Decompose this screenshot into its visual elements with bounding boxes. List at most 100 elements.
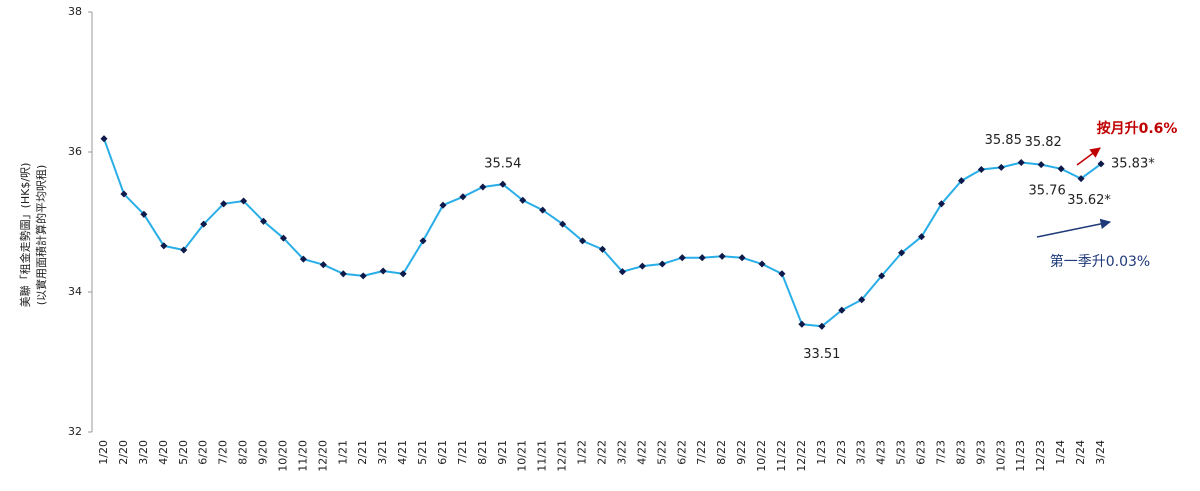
- x-tick-group: 5/20: [177, 440, 190, 465]
- marker: [758, 260, 766, 268]
- x-tick-group: 2/23: [835, 440, 848, 465]
- x-tick-label: 2/20: [117, 440, 130, 465]
- x-tick-group: 7/22: [695, 440, 708, 465]
- x-tick-group: 3/22: [615, 440, 628, 465]
- x-tick-group: 8/22: [715, 440, 728, 465]
- x-tick-label: 11/20: [296, 440, 309, 472]
- x-tick-label: 7/22: [695, 440, 708, 465]
- x-tick-label: 5/20: [177, 440, 190, 465]
- x-tick-label: 12/23: [1034, 440, 1047, 472]
- data-label: 33.51: [803, 347, 840, 362]
- x-tick-label: 2/24: [1074, 440, 1087, 465]
- marker: [299, 255, 307, 263]
- x-tick-label: 9/23: [974, 440, 987, 465]
- x-tick-group: 3/20: [137, 440, 150, 465]
- x-tick-label: 2/21: [356, 440, 369, 465]
- x-tick-group: 6/21: [436, 440, 449, 465]
- x-tick-label: 10/22: [755, 440, 768, 472]
- marker: [1037, 161, 1045, 169]
- marker: [738, 254, 746, 262]
- x-tick-group: 4/20: [157, 440, 170, 465]
- marker: [160, 242, 168, 250]
- x-tick-label: 2/23: [835, 440, 848, 465]
- marker: [1057, 165, 1065, 173]
- x-tick-group: 7/23: [934, 440, 947, 465]
- x-tick-label: 4/21: [396, 440, 409, 465]
- x-tick-group: 10/21: [516, 440, 529, 472]
- marker: [379, 267, 387, 275]
- x-tick-label: 3/22: [615, 440, 628, 465]
- marker: [718, 252, 726, 260]
- marker: [598, 245, 607, 253]
- annotation: 第一季升0.03%: [1050, 253, 1150, 270]
- marker: [439, 201, 447, 209]
- marker: [638, 262, 646, 270]
- marker: [858, 296, 866, 304]
- x-tick-group: 6/22: [675, 440, 688, 465]
- x-tick-group: 2/20: [117, 440, 130, 465]
- x-tick-group: 9/21: [496, 440, 509, 465]
- x-tick-label: 1/20: [97, 440, 110, 465]
- x-tick-group: 9/22: [735, 440, 748, 465]
- marker: [519, 196, 527, 204]
- marker: [140, 210, 148, 218]
- marker: [818, 322, 826, 330]
- marker: [100, 135, 108, 143]
- x-tick-group: 11/22: [775, 440, 788, 472]
- x-tick-group: 8/20: [237, 440, 250, 465]
- marker: [997, 163, 1005, 171]
- x-tick-group: 1/23: [815, 440, 828, 465]
- x-tick-label: 6/23: [915, 440, 928, 465]
- marker: [559, 220, 567, 228]
- x-tick-group: 5/22: [655, 440, 668, 465]
- marker: [678, 254, 686, 262]
- marker: [918, 233, 926, 241]
- x-tick-group: 5/21: [416, 440, 429, 465]
- x-tick-group: 12/20: [316, 440, 329, 472]
- x-tick-label: 1/23: [815, 440, 828, 465]
- x-tick-group: 4/22: [635, 440, 648, 465]
- marker: [579, 237, 587, 245]
- data-label: 35.62*: [1067, 193, 1111, 208]
- line: [103, 138, 1102, 328]
- x-tick-group: 1/24: [1054, 440, 1067, 465]
- marker: [120, 190, 128, 198]
- marker: [698, 254, 706, 262]
- x-tick-group: 1/22: [576, 440, 589, 465]
- marker: [778, 270, 786, 278]
- data-label: 35.83*: [1111, 156, 1155, 171]
- x-tick-label: 10/20: [276, 440, 289, 472]
- x-tick-label: 9/21: [496, 440, 509, 465]
- y-tick-label: 36: [68, 145, 82, 158]
- x-tick-label: 10/21: [516, 440, 529, 472]
- marker: [499, 180, 507, 188]
- x-tick-group: 2/22: [596, 440, 609, 465]
- y-tick-label: 34: [68, 285, 82, 298]
- x-tick-group: 12/23: [1034, 440, 1047, 472]
- marker: [479, 183, 487, 191]
- x-tick-group: 1/21: [336, 440, 349, 465]
- x-tick-label: 8/20: [237, 440, 250, 465]
- x-tick-label: 12/21: [556, 440, 569, 472]
- x-tick-label: 7/23: [934, 440, 947, 465]
- y-axis-label: (以實用面積計算的平均呎租): [34, 165, 48, 306]
- x-tick-label: 7/20: [217, 440, 230, 465]
- x-tick-label: 3/20: [137, 440, 150, 465]
- marker: [200, 220, 208, 228]
- marker: [618, 268, 626, 276]
- x-tick-group: 1/20: [97, 440, 110, 465]
- x-tick-label: 9/22: [735, 440, 748, 465]
- x-tick-label: 12/22: [795, 440, 808, 472]
- marker: [838, 306, 846, 314]
- x-tick-label: 2/22: [596, 440, 609, 465]
- x-tick-label: 9/20: [257, 440, 270, 465]
- x-tick-group: 2/24: [1074, 440, 1087, 465]
- annotation: 按月升0.6%: [1097, 120, 1178, 137]
- x-tick-group: 10/23: [994, 440, 1007, 472]
- marker: [339, 270, 347, 278]
- marker: [180, 246, 188, 254]
- marker: [319, 261, 327, 269]
- x-tick-label: 8/21: [476, 440, 489, 465]
- x-tick-label: 5/23: [895, 440, 908, 465]
